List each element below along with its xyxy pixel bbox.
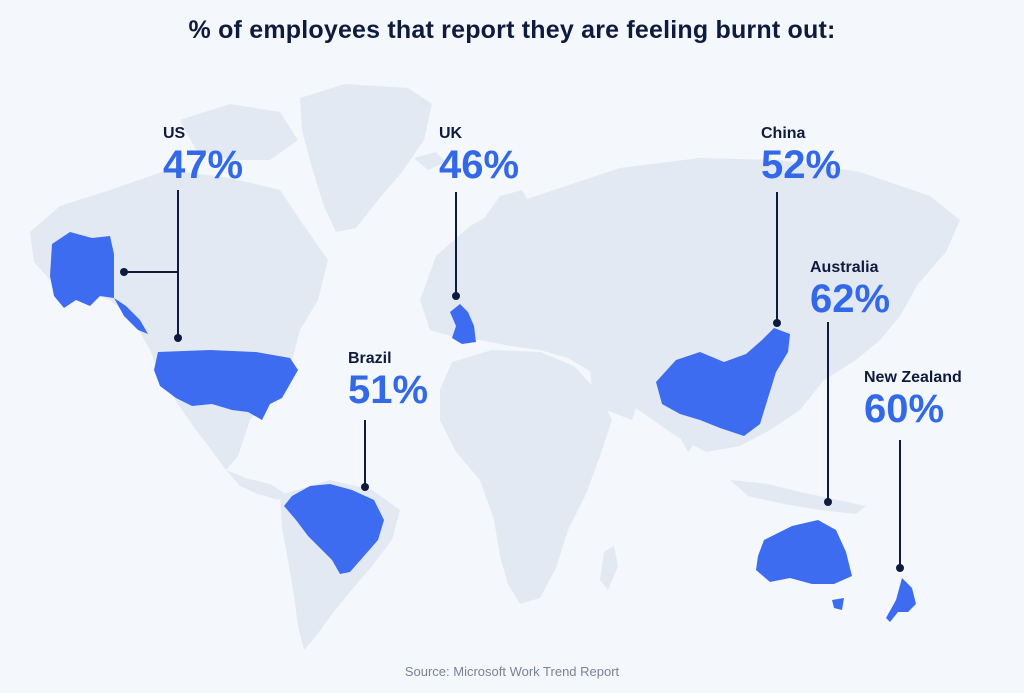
australia-percent: 62% [810,277,891,321]
new-zealand-label: New Zealand 60% [864,369,962,431]
japan [856,296,878,344]
us-connector-dot-mainland [174,334,182,342]
new-zealand-connector-dot [896,564,904,572]
us-country-name: US [163,125,186,142]
canada-islands [180,104,298,160]
brazil-percent: 51% [348,368,429,412]
australia-country-name: Australia [810,259,879,276]
page-title: % of employees that report they are feel… [188,16,836,44]
highlighted-countries [50,232,916,622]
new-zealand-percent: 60% [864,387,945,431]
tasmania-shape [832,598,844,610]
us-connector-dot-alaska [120,268,128,276]
us-mainland-shape [154,350,298,420]
brazil-country-name: Brazil [348,350,392,367]
china-percent: 52% [761,143,842,187]
central-america [226,470,286,500]
uk-shape [450,304,476,344]
iceland [414,152,446,170]
uk-country-name: UK [439,125,463,142]
brazil-connector-dot [361,483,369,491]
china-connector-dot [773,319,781,327]
madagascar [600,546,618,590]
source-caption: Source: Microsoft Work Trend Report [404,664,620,679]
alaska-shape [50,232,114,308]
china-country-name: China [761,125,806,142]
china-label: China 52% [761,125,841,187]
australia-label: Australia 62% [810,259,890,321]
alaska-panhandle [114,298,148,334]
greenland [300,84,432,232]
indonesia [730,480,866,514]
connector-lines [120,190,904,572]
china-shape [656,328,790,436]
eurasia-landmass [420,158,960,452]
brazil-shape [284,484,384,574]
uk-connector-dot [452,292,460,300]
us-label: US 47% [163,125,243,187]
uk-label: UK 46% [439,125,519,187]
australia-connector-dot [824,498,832,506]
australia-shape [756,520,852,584]
uk-percent: 46% [439,143,520,187]
new-zealand-country-name: New Zealand [864,369,962,386]
africa-landmass [440,350,612,604]
us-percent: 47% [163,143,244,187]
scandinavia [476,190,534,262]
brazil-label: Brazil 51% [348,350,428,412]
new-zealand-shape [886,578,916,622]
arabia [590,366,640,420]
